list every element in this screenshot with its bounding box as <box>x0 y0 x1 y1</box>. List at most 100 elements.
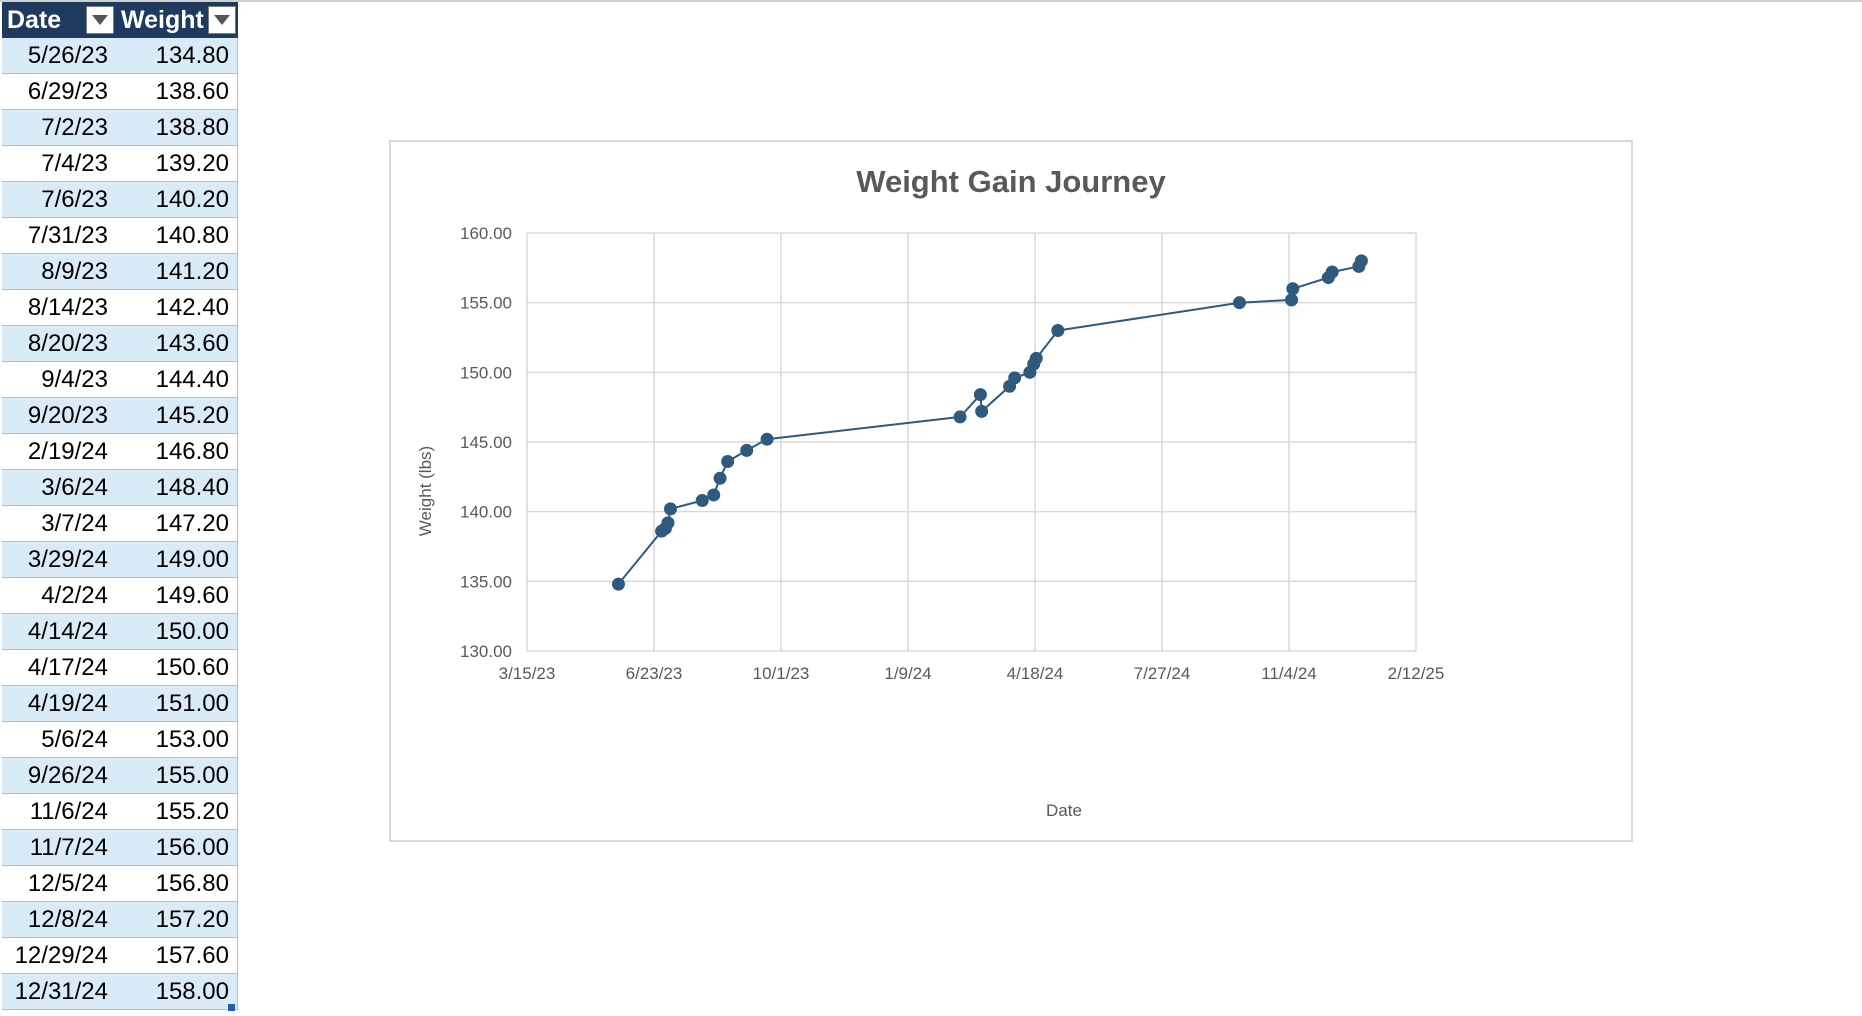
date-cell[interactable]: 12/31/24 <box>14 977 108 1005</box>
date-cell[interactable]: 4/19/24 <box>27 689 108 717</box>
weight-cell[interactable]: 156.00 <box>116 830 238 865</box>
date-cell[interactable]: 8/20/23 <box>27 329 108 357</box>
date-cell[interactable]: 4/17/24 <box>27 653 108 681</box>
table-row[interactable]: 7/6/23 140.20 <box>2 182 238 218</box>
table-row[interactable]: 8/9/23 141.20 <box>2 254 238 290</box>
filter-dropdown-icon[interactable] <box>86 6 114 34</box>
date-cell[interactable]: 11/7/24 <box>29 833 108 861</box>
table-row[interactable]: 9/26/24 155.00 <box>2 758 238 794</box>
table-row[interactable]: 11/6/24 155.20 <box>2 794 238 830</box>
weight-cell[interactable]: 144.40 <box>116 362 238 397</box>
date-cell[interactable]: 7/6/23 <box>41 185 108 213</box>
filter-dropdown-icon[interactable] <box>208 6 236 34</box>
date-cell[interactable]: 4/14/24 <box>27 617 108 645</box>
table-row[interactable]: 3/29/24 149.00 <box>2 542 238 578</box>
weight-cell[interactable]: 146.80 <box>116 434 238 469</box>
date-cell[interactable]: 7/31/23 <box>27 221 108 249</box>
date-cell[interactable]: 12/5/24 <box>27 869 108 897</box>
weight-cell[interactable]: 138.60 <box>116 74 238 109</box>
table-row[interactable]: 5/6/24 153.00 <box>2 722 238 758</box>
weight-cell[interactable]: 155.00 <box>116 758 238 793</box>
data-point[interactable] <box>1325 265 1339 279</box>
weight-cell[interactable]: 153.00 <box>116 722 238 757</box>
date-cell[interactable]: 12/29/24 <box>14 941 108 969</box>
date-cell[interactable]: 9/20/23 <box>27 401 108 429</box>
data-point[interactable] <box>1029 351 1043 365</box>
weight-cell[interactable]: 140.80 <box>116 218 238 253</box>
weight-cell[interactable]: 149.60 <box>116 578 238 613</box>
data-point[interactable] <box>975 404 989 418</box>
table-row[interactable]: 4/19/24 151.00 <box>2 686 238 722</box>
table-row[interactable]: 9/20/23 145.20 <box>2 398 238 434</box>
weight-cell[interactable]: 139.20 <box>116 146 238 181</box>
data-point[interactable] <box>721 455 735 469</box>
header-date[interactable]: Date <box>2 2 116 38</box>
data-point[interactable] <box>973 388 987 402</box>
weight-cell[interactable]: 151.00 <box>116 686 238 721</box>
table-row[interactable]: 4/17/24 150.60 <box>2 650 238 686</box>
date-cell[interactable]: 3/29/24 <box>27 545 108 573</box>
data-point[interactable] <box>1286 282 1300 296</box>
weight-cell[interactable]: 134.80 <box>116 38 238 73</box>
chart-container[interactable]: Weight Gain Journey 130.00 135.00 140.00 14… <box>389 140 1633 842</box>
date-cell[interactable]: 8/9/23 <box>41 257 108 285</box>
table-row[interactable]: 7/31/23 140.80 <box>2 218 238 254</box>
weight-cell[interactable]: 155.20 <box>116 794 238 829</box>
date-cell[interactable]: 5/26/23 <box>27 41 108 69</box>
table-row[interactable]: 4/14/24 150.00 <box>2 614 238 650</box>
weight-cell[interactable]: 158.00 <box>116 974 238 1009</box>
weight-cell[interactable]: 150.60 <box>116 650 238 685</box>
weight-cell[interactable]: 149.00 <box>116 542 238 577</box>
data-point[interactable] <box>740 443 754 457</box>
data-point[interactable] <box>713 471 727 485</box>
weight-cell[interactable]: 143.60 <box>116 326 238 361</box>
data-point[interactable] <box>760 432 774 446</box>
table-row[interactable]: 8/14/23 142.40 <box>2 290 238 326</box>
data-point[interactable] <box>1051 324 1065 338</box>
table-row[interactable]: 12/5/24 156.80 <box>2 866 238 902</box>
weight-cell[interactable]: 148.40 <box>116 470 238 505</box>
date-cell[interactable]: 11/6/24 <box>29 797 108 825</box>
weight-cell[interactable]: 140.20 <box>116 182 238 217</box>
date-cell[interactable]: 9/26/24 <box>27 761 108 789</box>
table-row[interactable]: 3/6/24 148.40 <box>2 470 238 506</box>
table-resize-handle[interactable] <box>228 1004 235 1011</box>
table-row[interactable]: 12/8/24 157.20 <box>2 902 238 938</box>
date-cell[interactable]: 8/14/23 <box>27 293 108 321</box>
header-weight[interactable]: Weight <box>116 2 238 38</box>
date-cell[interactable]: 4/2/24 <box>41 581 108 609</box>
weight-cell[interactable]: 138.80 <box>116 110 238 145</box>
table-row[interactable]: 12/29/24 157.60 <box>2 938 238 974</box>
data-point[interactable] <box>1285 293 1299 307</box>
weight-cell[interactable]: 142.40 <box>116 290 238 325</box>
date-cell[interactable]: 5/6/24 <box>41 725 108 753</box>
table-row[interactable]: 7/2/23 138.80 <box>2 110 238 146</box>
weight-cell[interactable]: 157.20 <box>116 902 238 937</box>
table-row[interactable]: 4/2/24 149.60 <box>2 578 238 614</box>
data-point[interactable] <box>611 577 625 591</box>
data-point[interactable] <box>1232 296 1246 310</box>
weight-cell[interactable]: 157.60 <box>116 938 238 973</box>
table-row[interactable]: 2/19/24 146.80 <box>2 434 238 470</box>
data-point[interactable] <box>661 516 675 530</box>
weight-cell[interactable]: 150.00 <box>116 614 238 649</box>
weight-cell[interactable]: 147.20 <box>116 506 238 541</box>
date-cell[interactable]: 2/19/24 <box>27 437 108 465</box>
date-cell[interactable]: 7/2/23 <box>41 113 108 141</box>
table-row[interactable]: 3/7/24 147.20 <box>2 506 238 542</box>
data-point[interactable] <box>953 410 967 424</box>
weight-cell[interactable]: 145.20 <box>116 398 238 433</box>
date-cell[interactable]: 6/29/23 <box>27 77 108 105</box>
date-cell[interactable]: 9/4/23 <box>41 365 108 393</box>
table-row[interactable]: 12/31/24 158.00 <box>2 974 238 1010</box>
data-point[interactable] <box>664 502 678 516</box>
table-row[interactable]: 9/4/23 144.40 <box>2 362 238 398</box>
date-cell[interactable]: 12/8/24 <box>27 905 108 933</box>
table-row[interactable]: 7/4/23 139.20 <box>2 146 238 182</box>
data-point[interactable] <box>1008 371 1022 385</box>
weight-cell[interactable]: 156.80 <box>116 866 238 901</box>
weight-cell[interactable]: 141.20 <box>116 254 238 289</box>
data-point[interactable] <box>1354 254 1368 268</box>
data-point[interactable] <box>695 494 709 508</box>
table-row[interactable]: 11/7/24 156.00 <box>2 830 238 866</box>
